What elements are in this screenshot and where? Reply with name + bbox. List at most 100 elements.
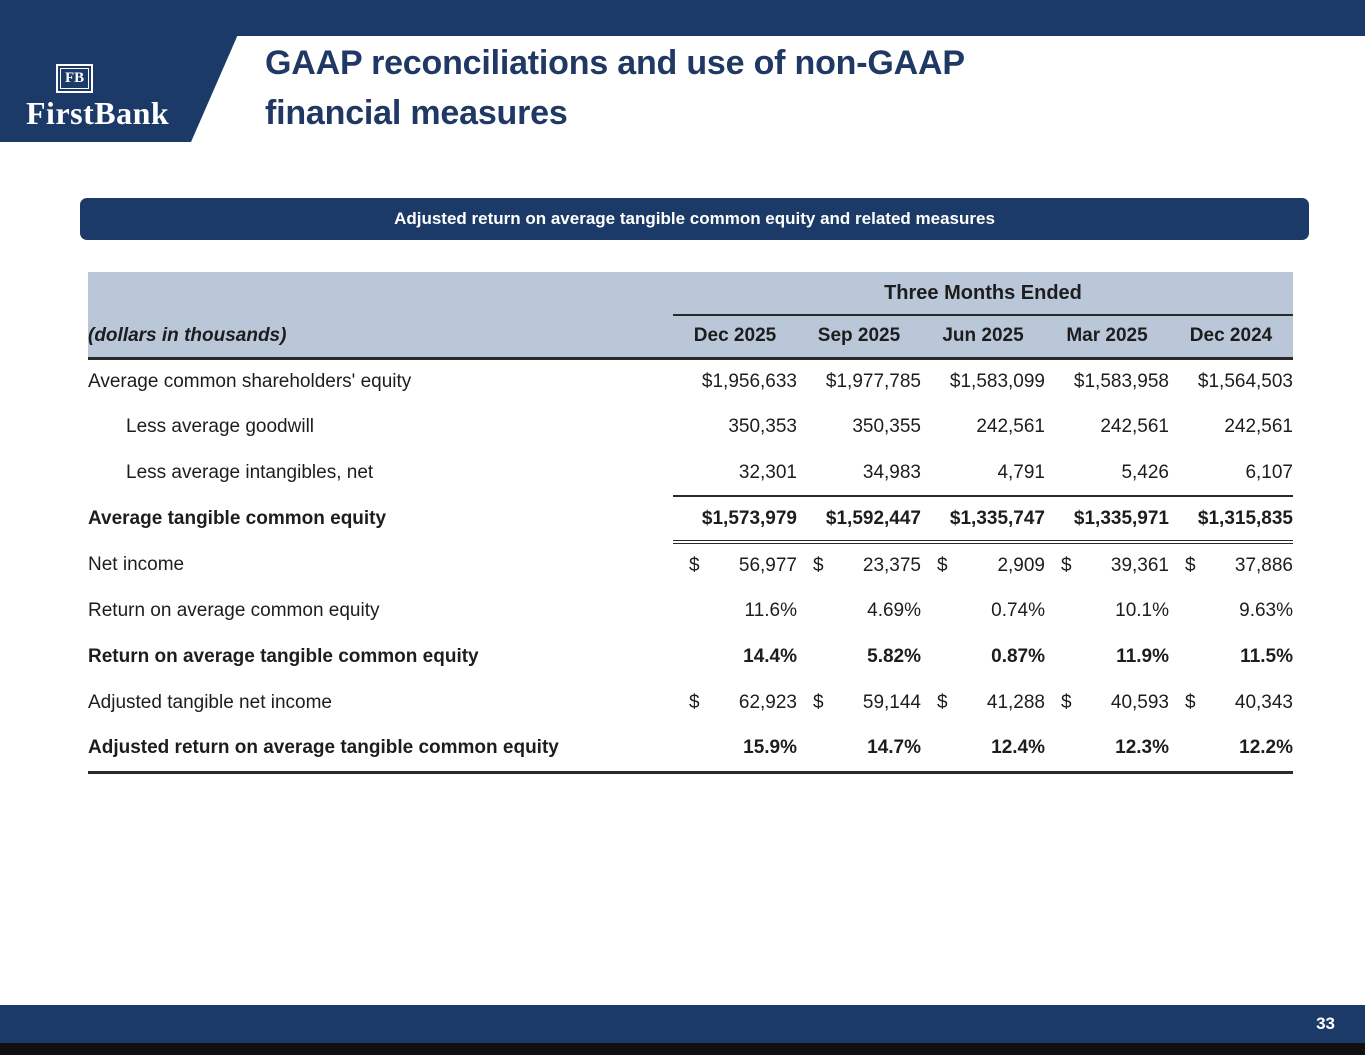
table-cell: $1,956,633	[701, 370, 797, 392]
row-label: Average common shareholders' equity	[88, 370, 412, 392]
table-cell: 5,426	[1045, 450, 1169, 497]
table-row: Net income $56,977 $23,375 $2,909 $39,361 $37…	[88, 542, 1293, 588]
dollar-sign: $	[937, 555, 948, 576]
corner-blank	[88, 272, 673, 315]
table-cell: 12.4%	[921, 726, 1045, 774]
table-cell: $1,592,447	[797, 496, 921, 544]
dollar-sign: $	[689, 555, 700, 576]
dollar-sign: $	[813, 555, 824, 576]
table-cell: $62,923	[673, 680, 797, 726]
table-cell: 12.3%	[1045, 726, 1169, 774]
corner-label: (dollars in thousands)	[88, 315, 673, 360]
firstbank-logo: FB FirstBank	[0, 0, 253, 142]
table-cell: 242,561	[1100, 416, 1169, 437]
row-label: Less average intangibles, net	[126, 462, 374, 483]
table-cell: $1,977,785	[825, 370, 921, 392]
row-label: Net income	[88, 554, 185, 575]
table-cell: $1,583,958	[1073, 370, 1169, 392]
table-cell: 34,983	[797, 450, 921, 497]
cell-value: 23,375	[862, 555, 921, 576]
cell-value: 59,144	[862, 692, 921, 713]
fb-emblem-icon: FB	[56, 64, 94, 93]
table-cell: $1,573,979	[673, 496, 797, 544]
dollar-sign: $	[1061, 692, 1072, 713]
table-cell: $37,886	[1169, 542, 1293, 588]
table-cell: 32,301	[673, 450, 797, 497]
column-header-row: (dollars in thousands) Dec 2025 Sep 2025…	[88, 315, 1293, 360]
table-cell: $39,361	[1045, 542, 1169, 588]
table-cell: $1,335,747	[921, 496, 1045, 544]
column-header-mar-2025: Mar 2025	[1045, 315, 1169, 360]
column-header-dec-2025: Dec 2025	[673, 315, 797, 360]
table-body: Average common shareholders' equity $1,95…	[88, 358, 1293, 774]
table-cell: $1,583,099	[949, 370, 1045, 392]
table-cell: 14.4%	[743, 646, 797, 667]
dollar-sign: $	[1185, 555, 1196, 576]
cell-value: 41,288	[986, 692, 1045, 713]
table-cell: $1,315,835	[1169, 496, 1293, 544]
dollar-sign: $	[813, 692, 824, 713]
cell-value: 37,886	[1234, 555, 1293, 576]
reconciliation-table: Three Months Ended (dollars in thousands…	[88, 272, 1293, 774]
row-label: Return on average common equity	[88, 600, 380, 621]
row-label: Average tangible common equity	[88, 508, 387, 529]
table-cell: 11.6%	[744, 600, 797, 621]
table-cell: 4,791	[921, 450, 1045, 497]
table-cell: 0.74%	[991, 600, 1045, 621]
table-cell: 350,353	[728, 416, 797, 437]
column-header-sep-2025: Sep 2025	[797, 315, 921, 360]
title-line-1: GAAP reconciliations and use of non-GAAP	[265, 44, 965, 82]
column-header-jun-2025: Jun 2025	[921, 315, 1045, 360]
table-cell: 9.63%	[1239, 600, 1293, 621]
group-header: Three Months Ended	[673, 272, 1293, 316]
table-cell: 4.69%	[867, 600, 921, 621]
table-cell: $59,144	[797, 680, 921, 726]
table-cell: $40,343	[1169, 680, 1293, 726]
table-cell: 14.7%	[797, 726, 921, 774]
table-cell: 350,355	[852, 416, 921, 437]
title-line-2: financial measures	[265, 94, 568, 132]
table-row: Return on average common equity 11.6% 4.69…	[88, 588, 1293, 634]
dollar-sign: $	[1061, 555, 1072, 576]
table-row: Average common shareholders' equity $1,95…	[88, 358, 1293, 404]
group-header-row: Three Months Ended	[88, 272, 1293, 316]
table-row: Less average goodwill 350,353 350,355 242,5…	[88, 404, 1293, 450]
table-row: Adjusted return on average tangible comm…	[88, 726, 1293, 774]
fb-emblem-text: FB	[60, 68, 90, 89]
section-banner-label: Adjusted return on average tangible comm…	[394, 209, 995, 228]
page-number: 33	[1316, 1014, 1335, 1033]
table-cell: 0.87%	[991, 646, 1045, 667]
table-row: Less average intangibles, net 32,301 34,98…	[88, 450, 1293, 497]
row-label: Return on average tangible common equity	[88, 646, 479, 667]
cell-value: 40,593	[1110, 692, 1169, 713]
section-banner: Adjusted return on average tangible comm…	[80, 198, 1309, 240]
cell-value: 62,923	[738, 692, 797, 713]
table-cell: 12.2%	[1169, 726, 1293, 774]
table-cell: 11.9%	[1116, 646, 1169, 667]
dollar-sign: $	[689, 692, 700, 713]
table-row: Average tangible common equity $1,573,979…	[88, 496, 1293, 544]
row-label: Adjusted return on average tangible comm…	[88, 726, 673, 774]
row-label: Less average goodwill	[126, 416, 315, 437]
table-cell: 11.5%	[1240, 646, 1293, 667]
table-cell: 15.9%	[673, 726, 797, 774]
table-cell: $2,909	[921, 542, 1045, 588]
table-cell: 5.82%	[867, 646, 921, 667]
bottom-edge	[0, 1043, 1365, 1055]
cell-value: 2,909	[997, 555, 1045, 576]
table-row: Adjusted tangible net income $62,923 $59,1…	[88, 680, 1293, 726]
page-title: GAAP reconciliations and use of non-GAAP…	[265, 38, 965, 138]
cell-value: 40,343	[1234, 692, 1293, 713]
footer-bar: 33	[0, 1005, 1365, 1043]
table-cell: $56,977	[673, 542, 797, 588]
table-cell: 6,107	[1169, 450, 1293, 497]
row-label: Adjusted tangible net income	[88, 692, 332, 713]
table-cell: $23,375	[797, 542, 921, 588]
table-row: Return on average tangible common equity…	[88, 634, 1293, 680]
cell-value: 56,977	[738, 555, 797, 576]
dollar-sign: $	[1185, 692, 1196, 713]
table-cell: 242,561	[976, 416, 1045, 437]
table-cell: 242,561	[1224, 416, 1293, 437]
column-header-dec-2024: Dec 2024	[1169, 315, 1293, 360]
